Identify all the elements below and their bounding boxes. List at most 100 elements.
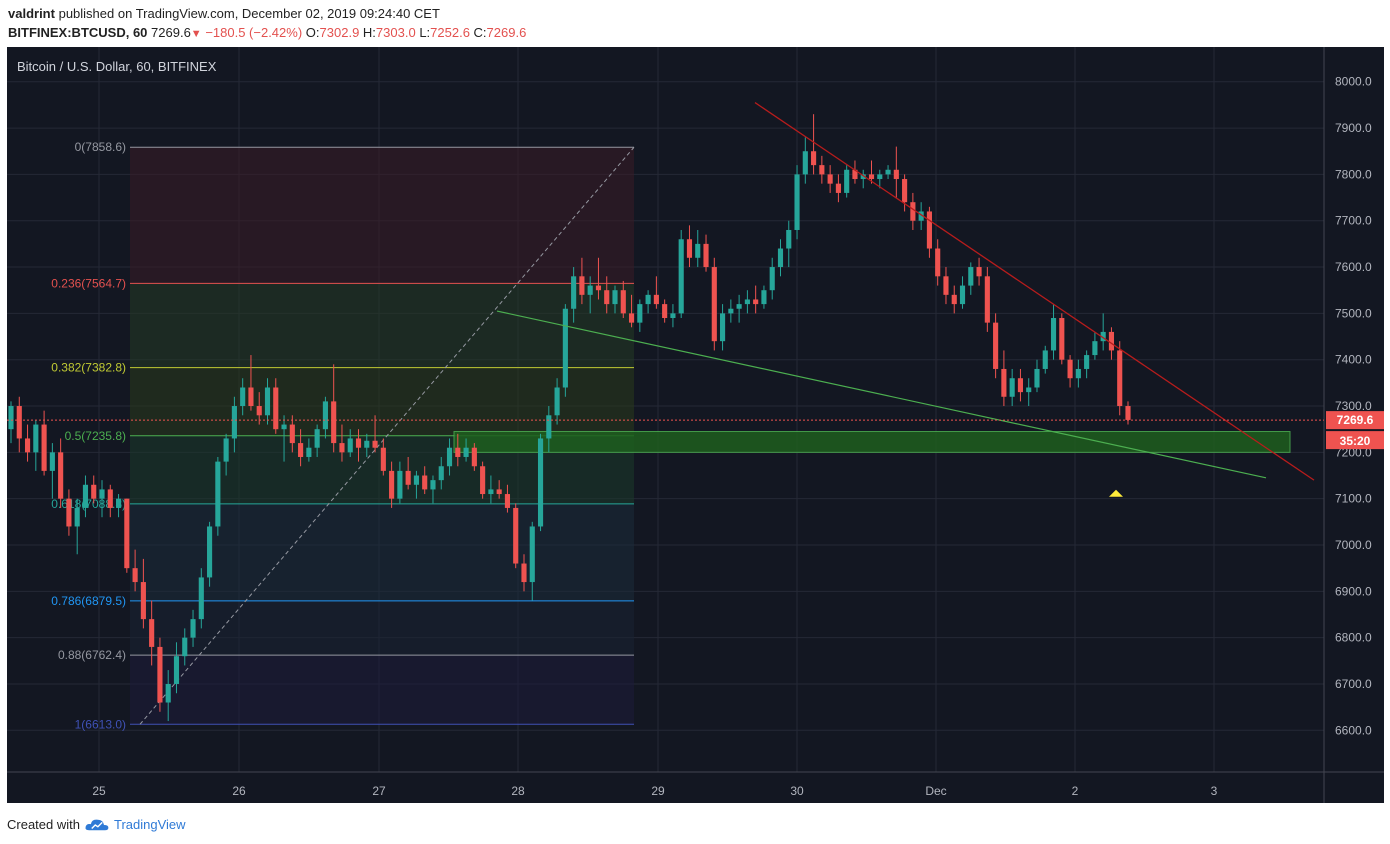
candle-body xyxy=(852,169,858,180)
candle-body xyxy=(1100,331,1106,342)
high-value: 7303.0 xyxy=(375,25,416,40)
candle-body xyxy=(637,304,643,323)
candle-body xyxy=(926,211,932,249)
candle-body xyxy=(777,248,784,268)
candle-body xyxy=(744,299,750,305)
fib-band xyxy=(130,600,634,656)
tradingview-brand[interactable]: TradingView xyxy=(113,817,186,832)
candle-body xyxy=(223,438,229,462)
y-tick-label: 7000.0 xyxy=(1335,538,1372,552)
candle-body xyxy=(835,183,841,193)
fib-level-label: 0.382(7382.8) xyxy=(51,361,126,375)
fib-band xyxy=(130,147,634,284)
candle-body xyxy=(1117,350,1123,407)
candle-body xyxy=(628,313,635,323)
candle-body xyxy=(298,443,304,457)
candle-body xyxy=(182,637,188,657)
candle-body xyxy=(802,151,808,175)
candle-body xyxy=(695,243,701,258)
candle-body xyxy=(397,470,403,499)
candle-body xyxy=(1042,350,1048,369)
candle-body xyxy=(935,248,941,277)
candle-body xyxy=(149,619,155,647)
candle-body xyxy=(1084,355,1090,369)
close-label: C: xyxy=(473,25,487,40)
candle-body xyxy=(1050,318,1057,351)
close-value: 7269.6 xyxy=(486,25,527,40)
candle-body xyxy=(339,443,345,453)
candle-body xyxy=(190,619,196,638)
candle-body xyxy=(794,174,800,230)
candle-body xyxy=(885,169,891,175)
candle-body xyxy=(413,475,419,485)
down-triangle-icon: ▼ xyxy=(190,28,202,40)
candle-body xyxy=(446,447,453,467)
y-tick-label: 6700.0 xyxy=(1335,677,1372,691)
candle-body xyxy=(976,267,982,277)
candle-body xyxy=(289,424,295,444)
candle-body xyxy=(868,174,875,180)
candle-body xyxy=(463,447,469,457)
fib-trend-line xyxy=(139,146,635,725)
y-tick-label: 7900.0 xyxy=(1335,121,1372,135)
last-price: 7269.6 xyxy=(151,25,191,40)
candle-body xyxy=(612,290,618,305)
candle-body xyxy=(380,447,386,471)
candle-body xyxy=(1001,368,1007,397)
candle-body xyxy=(554,387,560,416)
candle-body xyxy=(720,313,726,342)
candle-body xyxy=(728,308,734,314)
candle-body xyxy=(902,179,908,203)
candle-body xyxy=(107,489,113,508)
candle-body xyxy=(306,447,312,457)
candle-body xyxy=(910,202,916,221)
candle-body xyxy=(562,308,568,388)
candle-body xyxy=(753,299,759,305)
fib-level-label: 0.786(6879.5) xyxy=(51,594,126,608)
candle-body xyxy=(968,267,974,286)
y-tick-label: 7600.0 xyxy=(1335,260,1372,274)
author-name[interactable]: valdrint xyxy=(8,6,55,21)
candle-body xyxy=(132,568,138,583)
y-tick-label: 7700.0 xyxy=(1335,214,1372,228)
candle-body xyxy=(422,475,428,490)
candle-body xyxy=(8,406,14,430)
fib-level-label: 0.5(7235.8) xyxy=(65,429,126,443)
candle-body xyxy=(82,484,89,508)
candle-body xyxy=(736,304,742,309)
candle-body xyxy=(703,243,709,268)
low-label: L: xyxy=(419,25,431,40)
candle-body xyxy=(405,470,411,485)
candle-body xyxy=(662,304,668,319)
candle-body xyxy=(877,174,883,180)
candle-body xyxy=(1067,359,1073,379)
candle-body xyxy=(173,656,180,684)
candle-body xyxy=(322,401,328,430)
price-chart[interactable]: 8000.0 7900.0 7800.0 7700.0 7600.0 7500.0 7400… xyxy=(7,47,1384,803)
candle-body xyxy=(959,285,966,305)
fib-level-label: 0(7858.6) xyxy=(75,140,126,154)
candle-body xyxy=(215,461,221,527)
candle-body xyxy=(273,387,279,430)
candle-body xyxy=(41,424,47,471)
candle-body xyxy=(1125,406,1131,420)
created-with-label: Created with xyxy=(7,817,80,832)
x-tick-label: 26 xyxy=(232,784,246,798)
chart-panel[interactable]: 8000.0 7900.0 7800.0 7700.0 7600.0 7500.0 7400… xyxy=(7,47,1384,803)
publish-info: valdrint published on TradingView.com, D… xyxy=(8,6,440,21)
y-tick-label: 6600.0 xyxy=(1335,723,1372,737)
candle-body xyxy=(761,290,767,305)
candle-body xyxy=(347,438,353,453)
candle-body xyxy=(686,239,693,258)
candle-body xyxy=(74,507,80,527)
candle-body xyxy=(984,276,990,323)
countdown-badge xyxy=(1326,431,1384,450)
candle-body xyxy=(364,440,370,448)
candle-body xyxy=(58,452,64,499)
candle-body xyxy=(91,484,97,499)
fib-level-label: 0.618(7088.8) xyxy=(51,497,126,511)
candle-body xyxy=(1009,378,1015,397)
candle-body xyxy=(430,480,436,490)
high-label: H: xyxy=(362,25,376,40)
support-trend-line xyxy=(496,310,1267,479)
